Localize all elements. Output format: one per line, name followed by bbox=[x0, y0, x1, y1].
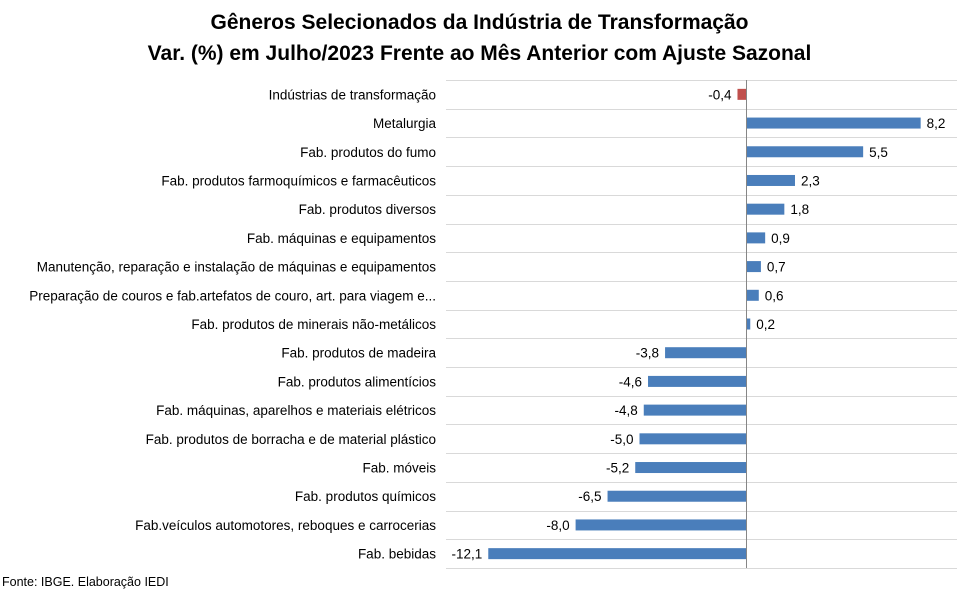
data-label: 0,9 bbox=[771, 231, 790, 246]
data-label: -8,0 bbox=[546, 518, 569, 533]
category-label: Fab. produtos do fumo bbox=[300, 145, 436, 160]
bar bbox=[737, 88, 746, 100]
bar bbox=[746, 318, 751, 330]
category-label: Preparação de couros e fab.artefatos de … bbox=[29, 288, 436, 303]
data-label: 1,8 bbox=[790, 202, 809, 217]
data-label: 5,5 bbox=[869, 145, 888, 160]
category-label: Metalurgia bbox=[373, 116, 437, 131]
bar bbox=[648, 375, 746, 387]
data-label: 0,6 bbox=[765, 288, 784, 303]
category-label: Fab. máquinas e equipamentos bbox=[247, 231, 436, 246]
bar bbox=[746, 174, 795, 186]
source-note: Fonte: IBGE. Elaboração IEDI bbox=[2, 575, 169, 589]
bar bbox=[607, 490, 746, 502]
data-label: -5,2 bbox=[606, 461, 629, 476]
category-label: Fab. máquinas, aparelhos e materiais elé… bbox=[156, 403, 436, 418]
bar bbox=[635, 462, 746, 474]
data-label: 2,3 bbox=[801, 173, 820, 188]
bar bbox=[575, 519, 746, 531]
bar bbox=[746, 203, 785, 215]
bar bbox=[746, 117, 921, 129]
bar bbox=[746, 232, 766, 244]
category-label: Fab. produtos de borracha e de material … bbox=[146, 432, 436, 447]
category-label: Fab. bebidas bbox=[358, 547, 436, 562]
data-label: 8,2 bbox=[927, 116, 946, 131]
category-label: Fab. produtos diversos bbox=[299, 202, 437, 217]
category-label: Fab. produtos químicos bbox=[295, 489, 436, 504]
data-label: -6,5 bbox=[578, 489, 601, 504]
data-label: -5,0 bbox=[610, 432, 633, 447]
data-label: -3,8 bbox=[636, 346, 659, 361]
data-label: -4,8 bbox=[614, 403, 637, 418]
bar bbox=[746, 146, 864, 158]
category-label: Fab. produtos de minerais não-metálicos bbox=[191, 317, 436, 332]
bar bbox=[746, 289, 759, 301]
data-label: 0,2 bbox=[756, 317, 775, 332]
category-label: Fab. produtos alimentícios bbox=[278, 374, 437, 389]
data-label: -12,1 bbox=[451, 547, 482, 562]
data-label: 0,7 bbox=[767, 260, 786, 275]
chart-title: Gêneros Selecionados da Indústria de Tra… bbox=[210, 11, 749, 34]
bar bbox=[488, 548, 746, 560]
bar bbox=[639, 433, 746, 445]
chart-subtitle: Var. (%) em Julho/2023 Frente ao Mês Ant… bbox=[147, 42, 812, 65]
bar bbox=[643, 404, 746, 416]
bar bbox=[746, 261, 761, 273]
data-label: -4,6 bbox=[619, 374, 642, 389]
category-label: Indústrias de transformação bbox=[269, 87, 436, 102]
category-label: Fab.veículos automotores, reboques e car… bbox=[135, 518, 436, 533]
category-label: Fab. produtos farmoquímicos e farmacêuti… bbox=[161, 173, 436, 188]
bar bbox=[665, 347, 746, 359]
category-label: Manutenção, reparação e instalação de má… bbox=[37, 260, 437, 275]
category-label: Fab. produtos de madeira bbox=[281, 346, 436, 361]
data-label: -0,4 bbox=[708, 87, 732, 102]
category-label: Fab. móveis bbox=[362, 461, 436, 476]
